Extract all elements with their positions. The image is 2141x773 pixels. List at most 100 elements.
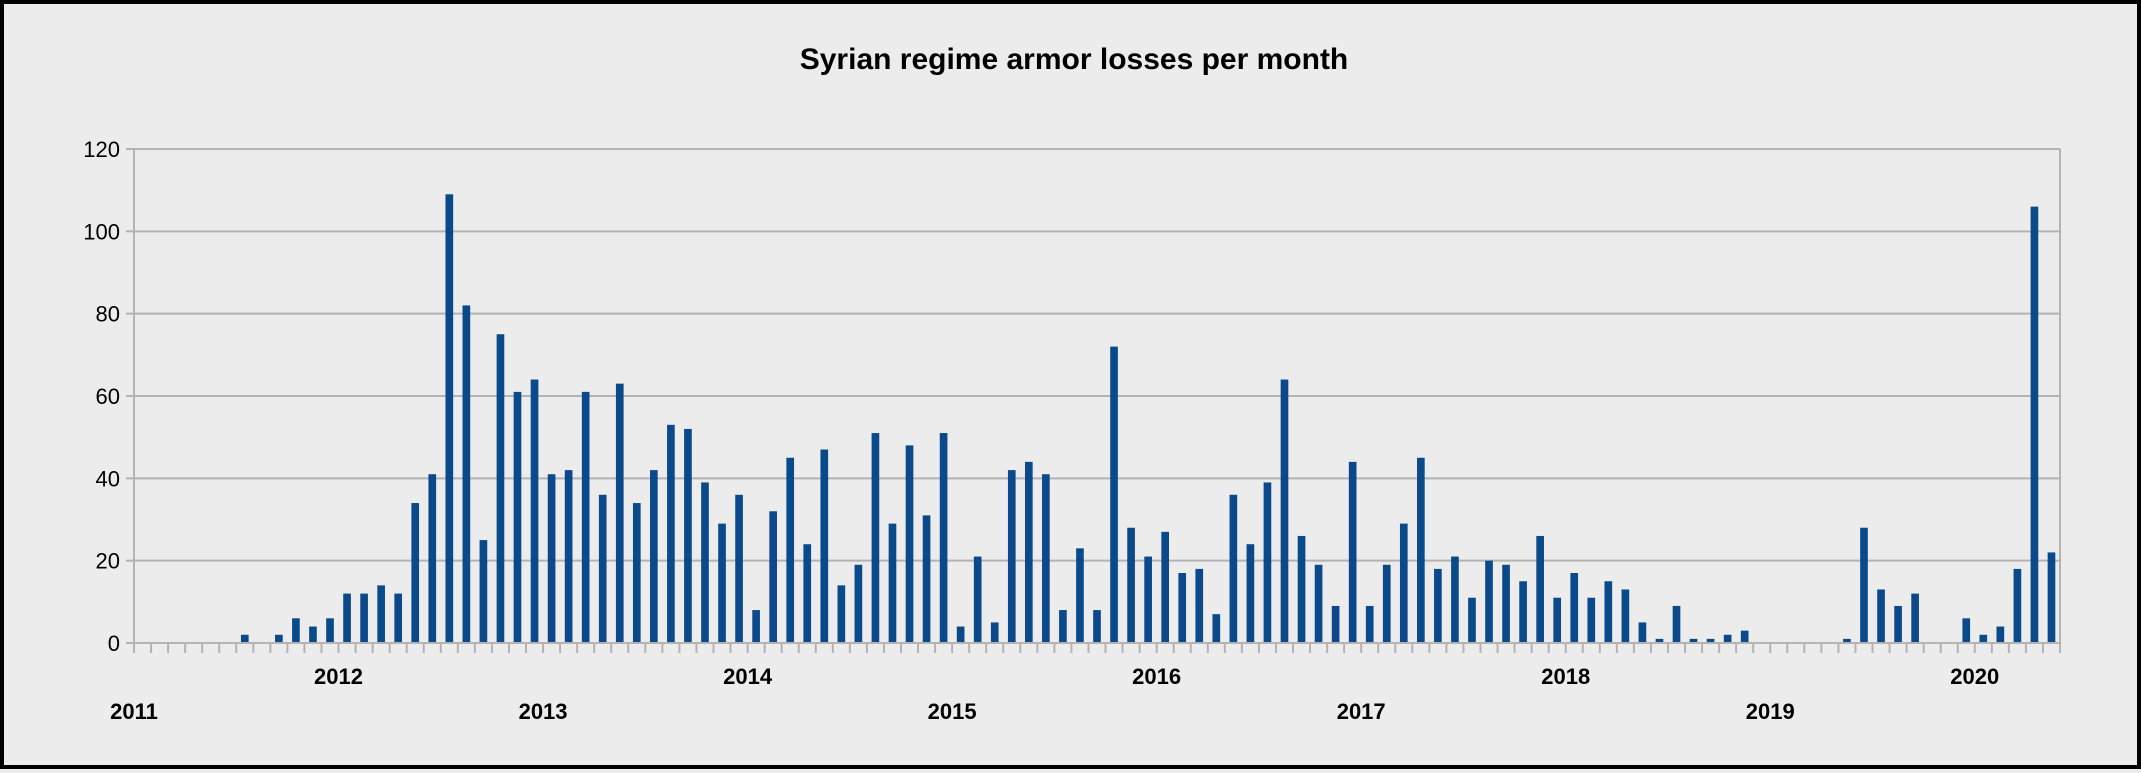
- bar: [1638, 622, 1647, 643]
- bar: [752, 610, 760, 643]
- x-year-label: 2011: [110, 699, 158, 724]
- bar: [411, 503, 420, 643]
- bar: [377, 585, 385, 643]
- bar: [2013, 568, 2022, 643]
- bar: [1451, 556, 1459, 643]
- bar: [530, 379, 539, 643]
- bar: [1894, 605, 1902, 643]
- bar: [973, 556, 982, 643]
- bar: [1127, 527, 1135, 643]
- x-year-label: 2017: [1337, 699, 1386, 724]
- bar: [309, 626, 317, 643]
- bar: [820, 449, 829, 643]
- bar: [598, 494, 607, 643]
- y-tick-label: 60: [96, 384, 120, 409]
- bar: [990, 622, 999, 643]
- bar: [701, 482, 709, 643]
- bar: [1059, 610, 1067, 643]
- bar: [1604, 581, 1613, 643]
- bar: [394, 593, 403, 643]
- bar: [292, 618, 300, 643]
- bar: [769, 511, 777, 643]
- bar: [1382, 564, 1391, 643]
- x-year-label: 2013: [519, 699, 568, 724]
- y-tick-label: 100: [83, 219, 120, 244]
- bar: [1621, 589, 1630, 643]
- bar: [939, 433, 948, 643]
- bar: [1536, 535, 1544, 643]
- y-tick-label: 40: [96, 466, 120, 491]
- bar: [1417, 457, 1425, 643]
- bar: [1689, 638, 1698, 643]
- bar: [326, 618, 334, 643]
- bar: [956, 626, 965, 643]
- bar: [1672, 605, 1681, 643]
- bar: [1229, 494, 1238, 643]
- bar: [1843, 638, 1851, 643]
- y-tick-label: 20: [96, 549, 120, 574]
- bars: [240, 194, 2056, 644]
- bar: [360, 593, 368, 643]
- bar: [496, 334, 505, 643]
- y-tick-label: 80: [96, 302, 120, 327]
- bar: [2030, 206, 2039, 643]
- bar: [632, 503, 641, 643]
- bar: [1297, 535, 1306, 643]
- bar: [547, 474, 556, 643]
- bar: [1178, 573, 1187, 643]
- chart-title: Syrian regime armor losses per month: [800, 43, 1349, 76]
- bar: [1042, 474, 1050, 643]
- bar: [837, 585, 846, 643]
- x-year-label: 2018: [1541, 664, 1590, 689]
- bar: [1144, 556, 1152, 643]
- bar: [343, 593, 351, 643]
- y-tick-label: 120: [83, 137, 120, 162]
- bar: [667, 424, 675, 643]
- bar: [1365, 605, 1374, 643]
- bar: [803, 544, 812, 643]
- axes: [126, 148, 2061, 653]
- bar: [240, 634, 249, 643]
- bar: [1076, 548, 1084, 643]
- y-axis-tick-labels: 0 20 40 60 80 100 120: [83, 137, 120, 656]
- bar: [1570, 573, 1579, 643]
- x-year-label: 2020: [1950, 664, 1999, 689]
- bar: [428, 474, 437, 643]
- bar: [718, 523, 726, 643]
- bar: [1161, 531, 1170, 643]
- bar: [1246, 544, 1255, 643]
- bar: [1024, 461, 1033, 643]
- bar: [1468, 597, 1476, 643]
- bar: [1706, 638, 1715, 643]
- bar: [1434, 568, 1442, 643]
- bar: [1979, 634, 1988, 643]
- bar: [1740, 630, 1749, 643]
- bar: [1212, 614, 1221, 643]
- bar: [513, 391, 522, 643]
- bar: [905, 445, 914, 643]
- bar: [1877, 589, 1885, 643]
- bar: [735, 494, 743, 643]
- bar: [854, 564, 863, 643]
- bar: [1331, 605, 1340, 643]
- y-tick-label: 0: [108, 631, 120, 656]
- bar: [1314, 564, 1323, 643]
- bar: [1553, 597, 1562, 643]
- bar: [1519, 581, 1527, 643]
- bar: [786, 457, 795, 643]
- bar: [871, 433, 880, 643]
- bar: [479, 540, 488, 643]
- bar: [1502, 564, 1510, 643]
- bar: [1110, 346, 1118, 643]
- bar: [1263, 482, 1272, 643]
- bar: [1723, 634, 1732, 643]
- bar: [1093, 610, 1101, 643]
- bar: [1587, 597, 1596, 643]
- bar: [1007, 470, 1016, 643]
- x-year-label: 2014: [723, 664, 773, 689]
- bar: [581, 391, 590, 643]
- x-year-label: 2015: [928, 699, 977, 724]
- bar: [1860, 527, 1868, 643]
- gridlines: [134, 148, 2060, 644]
